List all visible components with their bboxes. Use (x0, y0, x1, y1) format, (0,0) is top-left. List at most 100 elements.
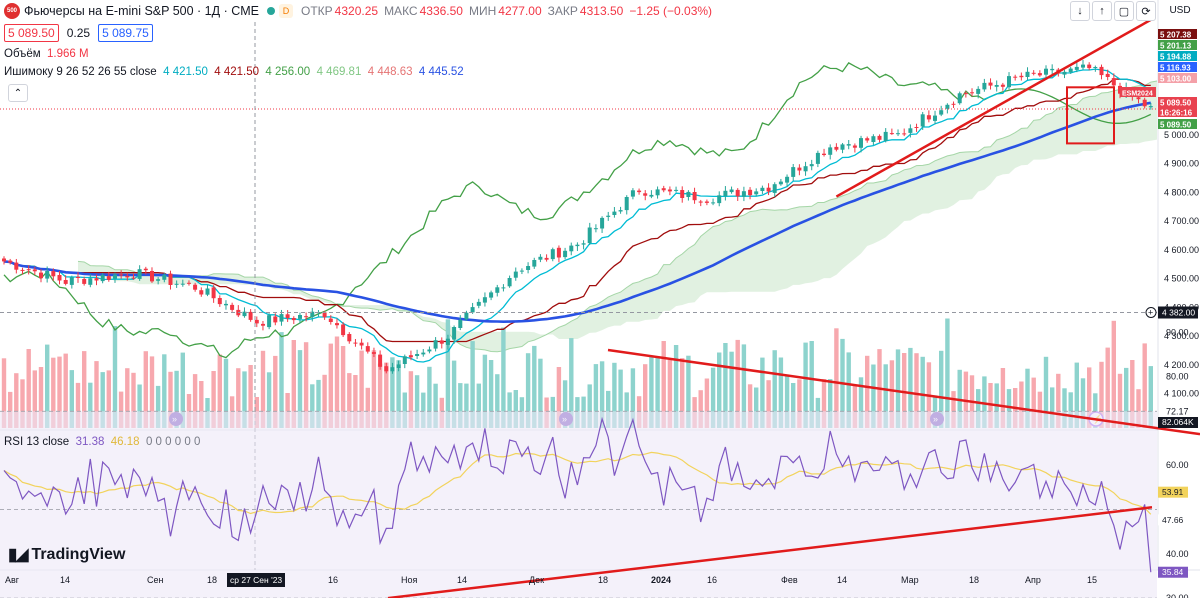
sell-price-button[interactable]: 5 089.50 (4, 24, 59, 42)
symbol-logo[interactable]: 500 (4, 3, 20, 19)
volume-bar (408, 371, 414, 428)
tradingview-mark-icon: ▮◢ (8, 545, 28, 564)
candle-body (501, 287, 506, 289)
chevron-up-icon: ⌃ (13, 87, 23, 99)
candle-body (1087, 64, 1092, 69)
ichimoku-cloud (78, 81, 1157, 352)
volume-bar (260, 350, 266, 428)
collapse-legend-button[interactable]: ⌃ (8, 84, 28, 102)
price-label: 5 116.93 (1160, 64, 1191, 73)
trade-prices: 5 089.50 0.25 5 089.75 (4, 24, 153, 42)
volume-bar (334, 336, 340, 428)
volume-bar (630, 368, 636, 428)
candle-body (519, 270, 524, 272)
volume-bar (858, 377, 864, 428)
candle-body (371, 352, 376, 354)
volume-bar (32, 370, 37, 428)
volume-bar (741, 344, 747, 428)
volume-bar (137, 384, 142, 428)
volume-bar (1105, 347, 1110, 428)
time-axis-tick: 14 (837, 575, 847, 585)
volume-bar (125, 368, 130, 428)
volume-bar (149, 356, 155, 428)
up-arrow-icon[interactable]: ↑ (1092, 1, 1112, 21)
candle-body (680, 190, 685, 198)
crosshair-plus-icon (1145, 306, 1157, 318)
volume-bar (655, 356, 660, 428)
candle-body (507, 278, 512, 287)
candle-body (581, 243, 586, 245)
candle-body (963, 93, 968, 95)
reload-icon[interactable]: ⟳ (1136, 1, 1156, 21)
candle-body (224, 303, 228, 306)
volume-bar (236, 368, 241, 428)
candle-body (26, 269, 31, 271)
candle-body (698, 201, 703, 203)
symbol-title[interactable]: Фьючерсы на E-mini S&P 500 · 1Д · CME (24, 4, 259, 18)
volume-bar (162, 354, 167, 428)
volume-bar (951, 391, 956, 428)
volume-bar (75, 382, 81, 428)
volume-bar (414, 375, 420, 428)
delayed-badge[interactable]: D (279, 4, 293, 18)
volume-bar (704, 378, 710, 428)
rsi-extra-4: 0 (184, 436, 191, 448)
candle-body (199, 290, 204, 295)
volume-bar (920, 356, 925, 428)
rsi-extra-3: 0 (174, 436, 182, 448)
square-icon[interactable]: ▢ (1114, 1, 1134, 21)
volume-bar (192, 374, 198, 428)
down-arrow-icon[interactable]: ↓ (1070, 1, 1090, 21)
open-value: 4320.25 (334, 4, 379, 18)
rsi-axis-tick: 30.00 (1166, 593, 1189, 598)
candle-body (754, 191, 759, 195)
volume-bar (1006, 389, 1012, 428)
time-axis-tick: Ноя (401, 575, 418, 585)
candle-body (1081, 64, 1085, 68)
rsi-axis-tick: 60.00 (1166, 460, 1189, 470)
candle-body (939, 110, 944, 115)
volume-bar (821, 379, 827, 428)
candle-body (593, 228, 598, 230)
candle-body (1013, 76, 1018, 78)
candle-body (433, 340, 438, 349)
volume-bar (340, 346, 346, 428)
rsi-legend[interactable]: RSI 13 close 31.38 46.18 0 0 0 0 0 0 (4, 436, 200, 448)
ma-value: 4 445.52 (418, 66, 464, 78)
price-label: 5 089.50 (1160, 99, 1192, 108)
volume-bar (939, 350, 944, 428)
tradingview-logo[interactable]: ▮◢ TradingView (8, 545, 125, 565)
span-b-value: 4 448.63 (367, 66, 413, 78)
rsi-ma-value: 46.18 (110, 436, 140, 448)
candle-body (445, 338, 450, 345)
candle-body (1037, 73, 1042, 76)
candle-body (649, 194, 654, 197)
candle-body (643, 193, 648, 196)
volume-bar (865, 355, 870, 428)
volume-bar (1124, 367, 1129, 428)
candle-body (131, 277, 136, 279)
volume-legend[interactable]: Объём 1.966 M (4, 48, 89, 60)
candle-body (883, 131, 888, 141)
buy-price-button[interactable]: 5 089.75 (98, 24, 153, 42)
high-label: МАКС (384, 4, 418, 18)
candle-body (378, 354, 383, 367)
price-label-bg (1158, 29, 1197, 39)
volume-bar (1037, 391, 1043, 428)
time-axis-tick: 16 (707, 575, 717, 585)
candle-body (865, 138, 870, 141)
support-trendline (835, 18, 1153, 198)
price-axis-tick: 5 000.00 (1164, 130, 1199, 140)
volume-bar (661, 341, 666, 428)
candle-body (390, 367, 395, 372)
candle-body (852, 145, 857, 148)
ichimoku-legend[interactable]: Ишимоку 9 26 52 26 55 close 4 421.50 4 4… (4, 66, 464, 78)
currency-selector[interactable]: USD (1169, 4, 1191, 16)
candle-body (914, 127, 919, 128)
candle-body (920, 114, 925, 127)
candle-body (273, 316, 278, 323)
volume-bar (1068, 392, 1073, 428)
volume-bar (217, 354, 222, 428)
volume-bar (667, 359, 673, 428)
